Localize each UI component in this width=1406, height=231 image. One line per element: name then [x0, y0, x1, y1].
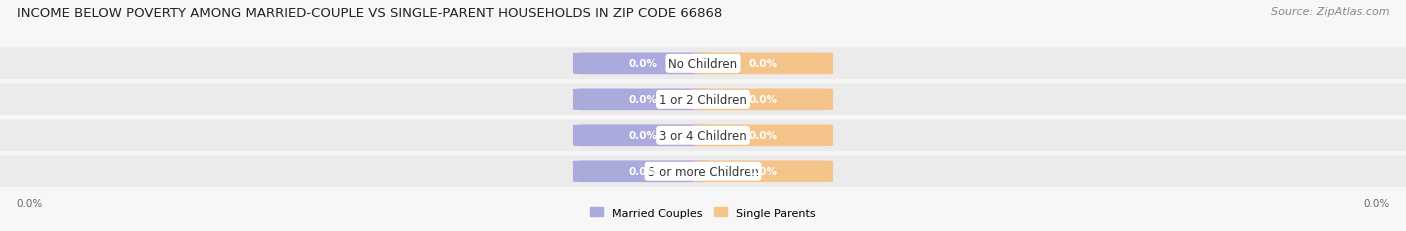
Text: 0.0%: 0.0% [748, 167, 778, 176]
FancyBboxPatch shape [0, 156, 1406, 187]
FancyBboxPatch shape [574, 53, 713, 75]
FancyBboxPatch shape [0, 120, 1406, 152]
Text: Source: ZipAtlas.com: Source: ZipAtlas.com [1271, 7, 1389, 17]
FancyBboxPatch shape [574, 161, 713, 182]
FancyBboxPatch shape [693, 125, 832, 146]
Text: 0.0%: 0.0% [748, 131, 778, 141]
Text: INCOME BELOW POVERTY AMONG MARRIED-COUPLE VS SINGLE-PARENT HOUSEHOLDS IN ZIP COD: INCOME BELOW POVERTY AMONG MARRIED-COUPL… [17, 7, 723, 20]
Text: 5 or more Children: 5 or more Children [648, 165, 758, 178]
Text: 0.0%: 0.0% [628, 167, 658, 176]
FancyBboxPatch shape [0, 84, 1406, 116]
FancyBboxPatch shape [574, 125, 713, 146]
Text: 1 or 2 Children: 1 or 2 Children [659, 93, 747, 106]
Text: 0.0%: 0.0% [748, 95, 778, 105]
Text: 0.0%: 0.0% [748, 59, 778, 69]
Text: 0.0%: 0.0% [17, 198, 44, 208]
FancyBboxPatch shape [693, 89, 832, 111]
FancyBboxPatch shape [574, 89, 713, 111]
Text: 3 or 4 Children: 3 or 4 Children [659, 129, 747, 142]
Text: 0.0%: 0.0% [628, 95, 658, 105]
FancyBboxPatch shape [693, 53, 832, 75]
Text: 0.0%: 0.0% [628, 59, 658, 69]
Text: 0.0%: 0.0% [1362, 198, 1389, 208]
Text: 0.0%: 0.0% [628, 131, 658, 141]
FancyBboxPatch shape [693, 161, 832, 182]
Text: No Children: No Children [668, 58, 738, 71]
FancyBboxPatch shape [0, 48, 1406, 80]
Legend: Married Couples, Single Parents: Married Couples, Single Parents [591, 207, 815, 218]
